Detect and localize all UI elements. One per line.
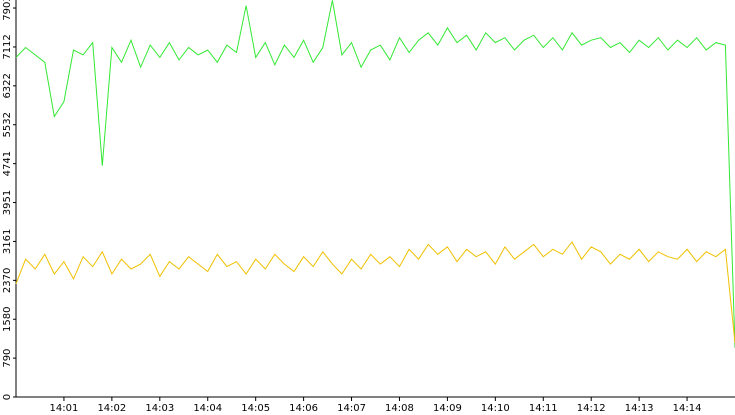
- x-tick-label: 14:13: [625, 403, 654, 414]
- y-tick-label: 790: [2, 349, 13, 368]
- y-tick-label: 3951: [2, 190, 13, 215]
- x-tick-label: 14:11: [529, 403, 558, 414]
- y-tick-label: 3161: [2, 229, 13, 254]
- x-tick-label: 14:05: [241, 403, 270, 414]
- y-tick-label: 7903: [2, 0, 13, 21]
- x-tick-label: 14:12: [577, 403, 606, 414]
- x-tick-label: 14:08: [385, 403, 414, 414]
- x-tick-label: 14:02: [97, 403, 126, 414]
- y-tick-label: 2370: [2, 268, 13, 293]
- x-tick-label: 14:09: [433, 403, 462, 414]
- x-tick-label: 14:06: [289, 403, 318, 414]
- x-tick-label: 14:03: [145, 403, 174, 414]
- y-tick-label: 4741: [2, 151, 13, 176]
- x-tick-label: 14:10: [481, 403, 510, 414]
- x-tick-label: 14:07: [337, 403, 366, 414]
- series-line: [15, 241, 735, 343]
- y-tick-label: 7112: [2, 34, 13, 59]
- y-tick-label: 0: [2, 394, 13, 400]
- x-tick-label: 14:14: [673, 403, 702, 414]
- y-tick-label: 1580: [2, 307, 13, 332]
- y-tick-label: 5532: [2, 112, 13, 137]
- x-tick-label: 14:04: [193, 403, 222, 414]
- y-tick-label: 6322: [2, 73, 13, 98]
- series-line: [15, 0, 735, 348]
- x-tick-label: 14:01: [50, 403, 79, 414]
